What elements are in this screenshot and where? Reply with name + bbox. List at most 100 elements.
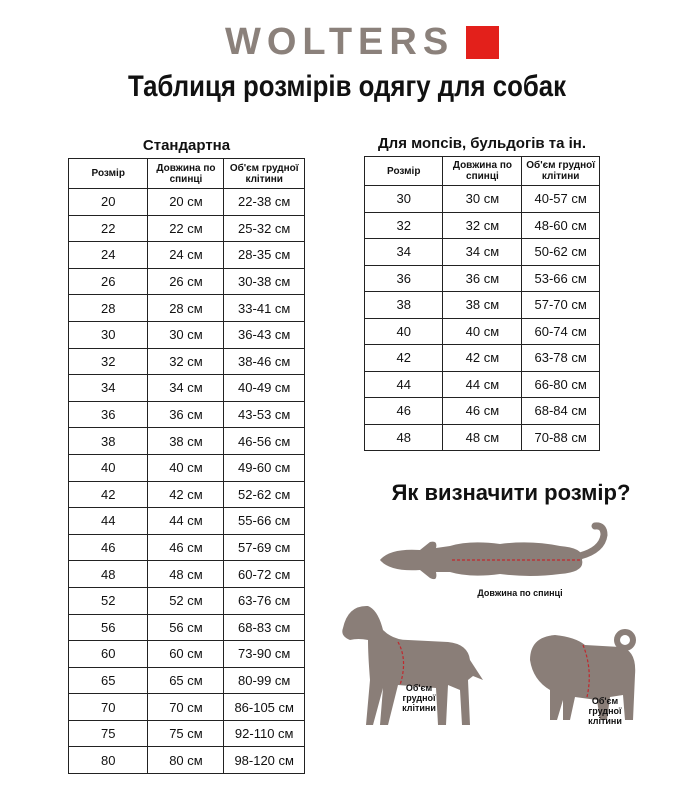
- table-cell: 80-99 см: [223, 666, 305, 695]
- table-cell: 30 см: [442, 185, 523, 213]
- table-row: 48 48 см 70-88 см: [363, 423, 600, 451]
- table-cell: 30: [67, 320, 149, 349]
- table-cell: 32: [363, 211, 444, 239]
- table-cell: 86-105 см: [223, 693, 305, 721]
- table-cell: 75: [67, 719, 149, 748]
- table-cell: 36 см: [147, 400, 225, 429]
- column-header: Довжина по спинці: [147, 158, 225, 189]
- table-cell: 57-70 см: [521, 291, 600, 319]
- table-cell: 57-69 см: [223, 533, 305, 562]
- table-cell: 44: [363, 370, 444, 398]
- table-cell: 30 см: [147, 320, 225, 349]
- table-cell: 40: [363, 317, 444, 345]
- table-row: 38 38 см 57-70 см: [363, 291, 600, 319]
- table-row: 60 60 см 73-90 см: [67, 640, 305, 668]
- table-cell: 63-76 см: [223, 586, 305, 615]
- table-cell: 20 см: [147, 188, 225, 216]
- table-row: 40 40 см 49-60 см: [67, 453, 305, 482]
- table-row: 36 36 см 43-53 см: [67, 400, 305, 429]
- table-cell: 34: [67, 374, 149, 402]
- table-cell: 36 см: [442, 264, 523, 292]
- table-cell: 40: [67, 453, 149, 482]
- pugs-caption: Для мопсів, бульдогів та ін.: [377, 135, 587, 152]
- table-row: 34 34 см 50-62 см: [363, 238, 600, 266]
- table-cell: 70 см: [147, 693, 225, 721]
- table-cell: 36-43 см: [223, 320, 305, 349]
- table-cell: 53-66 см: [521, 264, 600, 292]
- table-cell: 42 см: [442, 344, 523, 372]
- table-cell: 38 см: [442, 291, 523, 319]
- table-cell: 44 см: [442, 370, 523, 398]
- table-row: 75 75 см 92-110 см: [67, 719, 305, 748]
- table-row: 44 44 см 66-80 см: [363, 370, 600, 398]
- table-cell: 26 см: [147, 267, 225, 296]
- table-cell: 98-120 см: [223, 746, 305, 775]
- table-cell: 30-38 см: [223, 267, 305, 296]
- table-cell: 60 см: [147, 640, 225, 668]
- brand-logo: WOLTERS: [225, 21, 500, 63]
- table-cell: 44: [67, 507, 149, 535]
- table-cell: 24 см: [147, 241, 225, 269]
- table-cell: 28-35 см: [223, 241, 305, 269]
- table-cell: 48-60 см: [521, 211, 600, 239]
- table-cell: 55-66 см: [223, 507, 305, 535]
- table-row: 40 40 см 60-74 см: [363, 317, 600, 345]
- page-title: Таблиця розмірів одягу для собак: [127, 70, 567, 103]
- table-cell: 22-38 см: [223, 188, 305, 216]
- table-cell: 40 см: [442, 317, 523, 345]
- table-cell: 34 см: [147, 374, 225, 402]
- table-cell: 56: [67, 613, 149, 642]
- table-cell: 24: [67, 241, 149, 269]
- table-cell: 48 см: [442, 423, 523, 451]
- table-cell: 70: [67, 693, 149, 721]
- table-cell: 44 см: [147, 507, 225, 535]
- chest-label-large-dog: Об'єм грудної клітини: [402, 683, 436, 713]
- table-header-row: Розмір Довжина по спинці Об'єм грудної клі…: [67, 158, 305, 189]
- table-cell: 20: [67, 188, 149, 216]
- table-cell: 38: [363, 291, 444, 319]
- table-cell: 92-110 см: [223, 719, 305, 748]
- table-cell: 33-41 см: [223, 294, 305, 322]
- brand-name: WOLTERS: [225, 21, 455, 63]
- table-row: 22 22 см 25-32 см: [67, 214, 305, 243]
- table-cell: 50-62 см: [521, 238, 600, 266]
- table-cell: 80: [67, 746, 149, 775]
- table-row: 26 26 см 30-38 см: [67, 267, 305, 296]
- table-cell: 34 см: [442, 238, 523, 266]
- table-cell: 68-83 см: [223, 613, 305, 642]
- table-cell: 73-90 см: [223, 640, 305, 668]
- table-cell: 75 см: [147, 719, 225, 748]
- table-cell: 52: [67, 586, 149, 615]
- table-cell: 32 см: [442, 211, 523, 239]
- table-cell: 42 см: [147, 480, 225, 509]
- table-header-row: Розмір Довжина по спинці Об'єм грудної клі…: [363, 156, 600, 186]
- pugs-size-table: Розмір Довжина по спинці Об'єм грудної клі…: [363, 156, 600, 451]
- column-header: Об'єм грудної клітини: [223, 158, 305, 189]
- table-row: 42 42 см 52-62 см: [67, 480, 305, 509]
- table-cell: 28 см: [147, 294, 225, 322]
- table-row: 70 70 см 86-105 см: [67, 693, 305, 721]
- table-cell: 60-72 см: [223, 560, 305, 588]
- table-cell: 70-88 см: [521, 423, 600, 451]
- table-row: 28 28 см 33-41 см: [67, 294, 305, 322]
- table-cell: 80 см: [147, 746, 225, 775]
- table-cell: 46 см: [442, 397, 523, 425]
- table-row: 48 48 см 60-72 см: [67, 560, 305, 588]
- table-row: 32 32 см 38-46 см: [67, 347, 305, 376]
- table-cell: 52 см: [147, 586, 225, 615]
- table-cell: 26: [67, 267, 149, 296]
- column-header: Об'єм грудної клітини: [521, 156, 600, 186]
- table-cell: 30: [363, 185, 444, 213]
- table-cell: 36: [363, 264, 444, 292]
- table-row: 44 44 см 55-66 см: [67, 507, 305, 535]
- howto-heading: Як визначити розмір?: [391, 480, 631, 505]
- table-cell: 42: [67, 480, 149, 509]
- table-row: 30 30 см 40-57 см: [363, 185, 600, 213]
- table-row: 20 20 см 22-38 см: [67, 188, 305, 216]
- table-cell: 48: [67, 560, 149, 588]
- column-header: Розмір: [363, 156, 444, 186]
- table-cell: 40-57 см: [521, 185, 600, 213]
- table-cell: 38 см: [147, 427, 225, 455]
- table-cell: 66-80 см: [521, 370, 600, 398]
